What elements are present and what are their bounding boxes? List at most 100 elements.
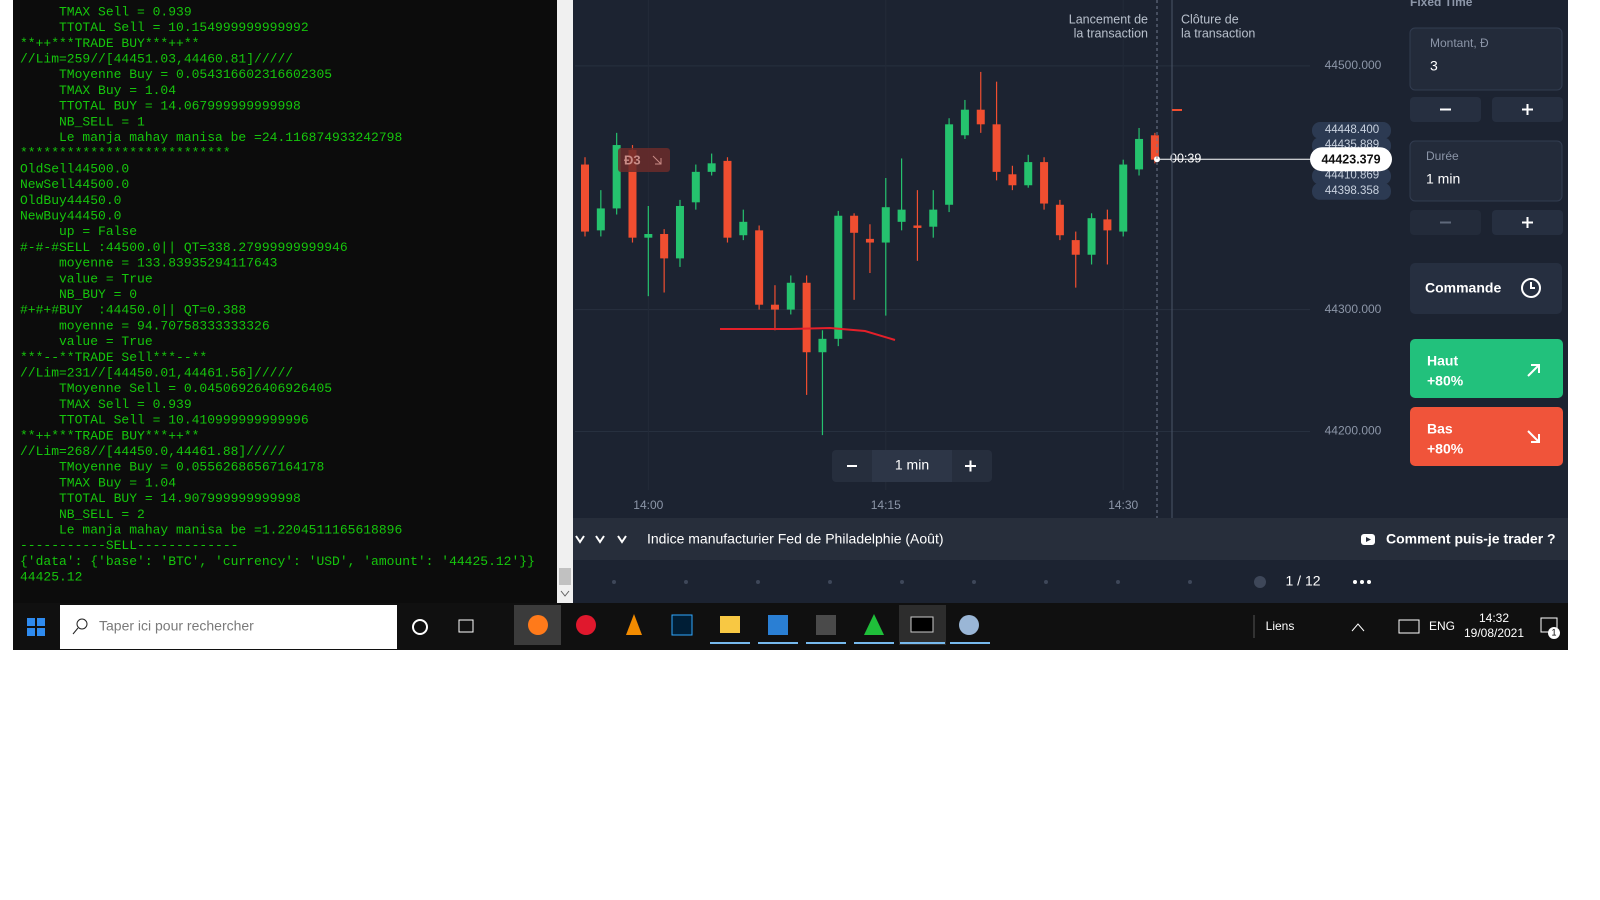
terminal-line: TMAX Buy = 1.04 bbox=[20, 475, 176, 490]
indicator-line bbox=[720, 326, 896, 341]
terminal-line: *************************** bbox=[20, 146, 231, 161]
timer: 00:39 bbox=[1170, 152, 1201, 166]
keyboard-icon[interactable] bbox=[1398, 619, 1420, 634]
candle-body bbox=[739, 221, 748, 236]
trade-badge-text: Đ3 bbox=[624, 152, 641, 167]
photoshop-icon[interactable] bbox=[671, 614, 693, 636]
candle-body bbox=[865, 238, 874, 243]
down-payout: +80% bbox=[1427, 441, 1464, 457]
terminal-line: //Lim=259//[44451.03,44460.81]///// bbox=[20, 52, 293, 67]
language[interactable]: ENG bbox=[1429, 619, 1455, 633]
tray-chevron[interactable] bbox=[1351, 623, 1365, 632]
terminal-line: NB_BUY = 0 bbox=[20, 287, 137, 302]
notification-badge bbox=[1548, 627, 1560, 639]
x-tick-label: 14:00 bbox=[633, 498, 663, 512]
price-tag-label: 44398.358 bbox=[1325, 185, 1379, 197]
terminal-line: TTOTAL BUY = 14.067999999999998 bbox=[20, 99, 301, 114]
news-icons bbox=[575, 535, 627, 544]
terminal-line: moyenne = 133.83935294117643 bbox=[20, 256, 277, 271]
candle-body bbox=[660, 234, 669, 259]
duration-input[interactable] bbox=[1409, 140, 1563, 202]
price-tag bbox=[1312, 182, 1391, 200]
app-icon[interactable] bbox=[864, 614, 884, 635]
news-title[interactable]: Indice manufacturier Fed de Philadelphie… bbox=[647, 531, 944, 547]
launch-label: la transaction bbox=[1074, 26, 1148, 40]
cortana[interactable] bbox=[412, 619, 428, 635]
terminal-line: **++***TRADE BUY***++** bbox=[20, 36, 199, 51]
candle-body bbox=[723, 160, 732, 238]
start-button[interactable] bbox=[27, 618, 45, 636]
button-icons bbox=[1522, 217, 1533, 228]
video-app-icon[interactable] bbox=[768, 615, 788, 635]
clock-date[interactable]: 19/08/2021 bbox=[1464, 626, 1524, 640]
amount-label: Montant, Đ bbox=[1430, 36, 1489, 50]
order-button[interactable] bbox=[1410, 263, 1562, 314]
vlc-icon[interactable] bbox=[626, 614, 642, 635]
amount-input[interactable] bbox=[1409, 27, 1563, 91]
zoom-value-box bbox=[872, 450, 952, 482]
terminal-line: value = True bbox=[20, 271, 153, 286]
zoom-plus[interactable] bbox=[965, 460, 976, 472]
search-box[interactable] bbox=[60, 605, 397, 649]
terminal-line: Le manja mahay manisa be =24.11687493324… bbox=[20, 130, 402, 145]
trade-badge[interactable] bbox=[618, 148, 670, 172]
terminal-line: Le manja mahay manisa be =1.220451116561… bbox=[20, 523, 402, 538]
down-button[interactable] bbox=[1410, 407, 1563, 466]
task-view[interactable] bbox=[458, 619, 474, 633]
candle-body bbox=[1024, 162, 1033, 186]
clock-time[interactable]: 14:32 bbox=[1479, 611, 1509, 625]
scroll-arrow[interactable] bbox=[560, 590, 570, 597]
candle-body bbox=[897, 209, 906, 222]
candle-body bbox=[707, 163, 716, 172]
news-bar bbox=[573, 518, 1568, 560]
candle-body bbox=[770, 304, 779, 310]
terminal-line: ***--**TRADE Sell***--** bbox=[20, 350, 207, 365]
explorer-icon[interactable] bbox=[720, 616, 740, 633]
terminal-line: -----------SELL------------- bbox=[20, 538, 238, 553]
pager-icon bbox=[1254, 576, 1266, 588]
candle-body bbox=[1071, 240, 1080, 255]
candle-body bbox=[929, 209, 938, 227]
opera-icon[interactable] bbox=[576, 615, 596, 635]
terminal-line: NewSell44500.0 bbox=[20, 177, 129, 192]
terminal-text: TMAX Sell = 0.939 TTOTAL Sell = 10.15499… bbox=[20, 4, 535, 584]
terminal-line: TTOTAL Sell = 10.154999999999992 bbox=[20, 20, 309, 35]
price-tag-label: 44448.400 bbox=[1325, 124, 1379, 136]
candle-body bbox=[976, 109, 985, 125]
price-tag-label: 44410.869 bbox=[1325, 170, 1379, 182]
terminal-line: TTOTAL BUY = 14.907999999999998 bbox=[20, 491, 301, 506]
notification-count: 1 bbox=[1551, 627, 1556, 637]
firefox-icon[interactable] bbox=[528, 615, 548, 635]
candle-body bbox=[644, 234, 653, 238]
up-label: Haut bbox=[1427, 353, 1458, 369]
terminal-line: TMoyenne Sell = 0.04506926406926405 bbox=[20, 381, 332, 396]
scroll-thumb[interactable] bbox=[559, 568, 571, 585]
candle-body bbox=[628, 149, 637, 238]
y-tick-label: 44200.000 bbox=[1325, 424, 1382, 438]
scrollbar[interactable] bbox=[557, 0, 573, 603]
badge-arrow bbox=[652, 155, 662, 165]
terminal-icon[interactable] bbox=[910, 616, 934, 633]
up-payout: +80% bbox=[1427, 373, 1464, 389]
current-price-dot bbox=[1154, 156, 1160, 163]
up-button[interactable] bbox=[1410, 339, 1563, 398]
sublime-icon[interactable] bbox=[816, 615, 836, 635]
terminal-line: {'data': {'base': 'BTC', 'currency': 'US… bbox=[20, 554, 535, 569]
pager-bar bbox=[573, 560, 1568, 603]
paint-icon[interactable] bbox=[959, 615, 979, 635]
candle-body bbox=[1040, 162, 1049, 204]
links-toolbar[interactable]: Liens bbox=[1266, 619, 1295, 633]
x-tick-label: 14:30 bbox=[1108, 498, 1138, 512]
down-label: Bas bbox=[1427, 421, 1453, 437]
pager: 1 / 12 bbox=[1285, 573, 1320, 589]
terminal-line: value = True bbox=[20, 334, 153, 349]
candle-body bbox=[881, 207, 890, 243]
terminal-line: TMAX Sell = 0.939 bbox=[20, 397, 192, 412]
help-link[interactable]: Comment puis-je trader ? bbox=[1386, 531, 1556, 547]
close-label: la transaction bbox=[1181, 26, 1255, 40]
terminal-line: OldBuy44450.0 bbox=[20, 193, 121, 208]
pager-dots bbox=[612, 580, 1192, 584]
more-button[interactable] bbox=[1353, 580, 1371, 584]
